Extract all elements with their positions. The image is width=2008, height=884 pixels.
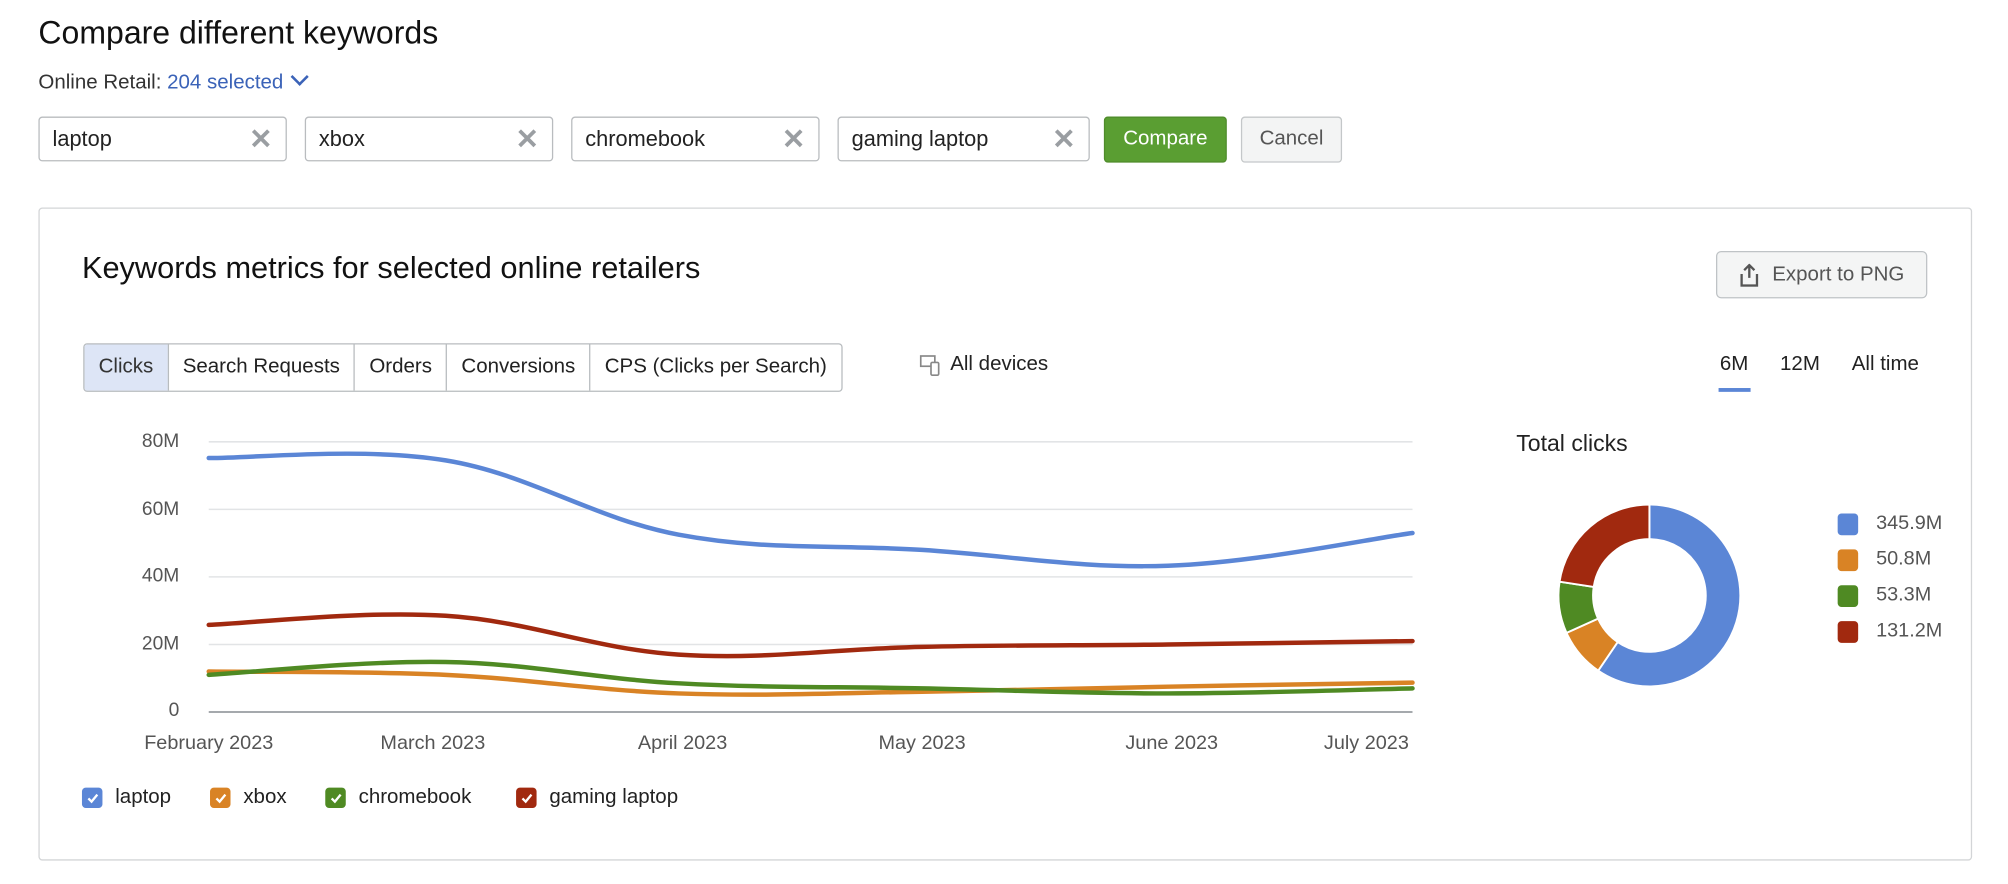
donut-legend-item: 131.2M (1837, 619, 1943, 643)
devices-label[interactable]: All devices (950, 353, 1049, 376)
donut-title: Total clicks (1516, 430, 1628, 456)
swatch (1837, 512, 1859, 535)
donut-value: 131.2M (1876, 619, 1943, 642)
swatch (1837, 548, 1859, 571)
legend-item-gaming-laptop[interactable]: gaming laptop (516, 786, 678, 809)
tab-orders[interactable]: Orders (353, 344, 446, 391)
series-line-chromebook (206, 659, 1415, 696)
donut-slice-laptop (1596, 503, 1742, 688)
upload-icon (1740, 263, 1759, 287)
donut-value: 50.8M (1876, 548, 1932, 570)
keyword-label[interactable]: gaming laptop (851, 126, 989, 151)
period-12m[interactable]: 12M (1780, 353, 1820, 376)
checkbox-checked-icon[interactable] (325, 787, 346, 809)
legend-item-laptop[interactable]: laptop (81, 786, 172, 809)
legend-label: xbox (243, 786, 287, 809)
donut-value: 53.3M (1876, 583, 1932, 606)
checkbox-checked-icon[interactable] (516, 787, 537, 809)
donut-value: 345.9M (1876, 512, 1943, 535)
legend-label: chromebook (358, 786, 472, 809)
compare-button[interactable]: Compare (1103, 116, 1227, 163)
y-tick-label: 60M (141, 498, 180, 520)
keyword-label[interactable]: laptop (52, 126, 112, 151)
keyword-chip-xbox[interactable]: xbox ✕ (304, 116, 554, 162)
cancel-button[interactable]: Cancel (1240, 116, 1343, 163)
close-icon[interactable]: ✕ (515, 122, 540, 155)
x-tick-label: July 2023 (1323, 732, 1409, 755)
checkbox-checked-icon[interactable] (210, 787, 231, 809)
tab-search-requests[interactable]: Search Requests (167, 344, 354, 391)
keyword-chip-chromebook[interactable]: chromebook ✕ (571, 116, 820, 162)
checkbox-checked-icon[interactable] (81, 787, 103, 809)
series-line-xbox (206, 669, 1415, 697)
filter-label: Online Retail: (38, 71, 162, 94)
swatch (1837, 584, 1859, 607)
legend-item-xbox[interactable]: xbox (210, 786, 287, 809)
period-all-time[interactable]: All time (1851, 353, 1919, 376)
x-tick-label: March 2023 (380, 732, 486, 755)
retail-filter: Online Retail: 204 selected (38, 67, 310, 95)
donut-legend-item: 345.9M (1837, 512, 1943, 535)
export-png-button[interactable]: Export to PNG (1716, 250, 1928, 299)
y-tick-label: 40M (141, 564, 180, 587)
metrics-panel (38, 207, 1973, 861)
x-tick-label: February 2023 (144, 732, 274, 755)
panel-title: Keywords metrics for selected online ret… (81, 250, 701, 286)
keyword-label[interactable]: chromebook (585, 126, 706, 151)
donut-chart (1557, 503, 1742, 688)
close-icon[interactable]: ✕ (1052, 122, 1076, 155)
devices-selector[interactable]: All devices (919, 353, 1049, 377)
tab-clicks[interactable]: Clicks (84, 344, 168, 391)
series-line-laptop (206, 451, 1415, 569)
donut-legend-item: 50.8M (1837, 548, 1932, 571)
legend-label: laptop (115, 786, 172, 809)
x-tick-label: April 2023 (637, 732, 728, 755)
keyword-chip-gaming-laptop[interactable]: gaming laptop ✕ (837, 116, 1090, 162)
legend-label: gaming laptop (549, 786, 679, 809)
close-icon[interactable]: ✕ (249, 122, 273, 155)
filter-value[interactable]: 204 selected (167, 71, 284, 94)
tab-conversions[interactable]: Conversions (446, 344, 589, 391)
active-period-indicator (1718, 388, 1751, 392)
page-title: Compare different keywords (38, 15, 439, 52)
y-tick-label: 20M (141, 632, 180, 655)
period-6m[interactable]: 6M (1719, 353, 1749, 376)
close-icon[interactable]: ✕ (781, 122, 806, 155)
metric-tabs: Clicks Search Requests Orders Conversion… (83, 343, 843, 392)
tab-cps[interactable]: CPS (Clicks per Search) (589, 344, 840, 391)
swatch (1837, 620, 1859, 643)
retailers-selector[interactable]: 204 selected (167, 67, 310, 94)
keyword-label[interactable]: xbox (318, 126, 365, 151)
donut-legend-item: 53.3M (1837, 583, 1932, 607)
donut-slice-gaming-laptop (1558, 503, 1651, 589)
y-tick-label: 0 (168, 699, 180, 721)
legend-item-chromebook[interactable]: chromebook (325, 786, 471, 809)
devices-icon (919, 355, 940, 377)
export-label[interactable]: Export to PNG (1772, 263, 1905, 285)
x-tick-label: June 2023 (1125, 732, 1219, 755)
keyword-chip-laptop[interactable]: laptop ✕ (38, 116, 287, 162)
x-tick-label: May 2023 (878, 732, 966, 755)
series-line-gaming-laptop (206, 612, 1415, 659)
y-tick-label: 80M (141, 430, 180, 453)
